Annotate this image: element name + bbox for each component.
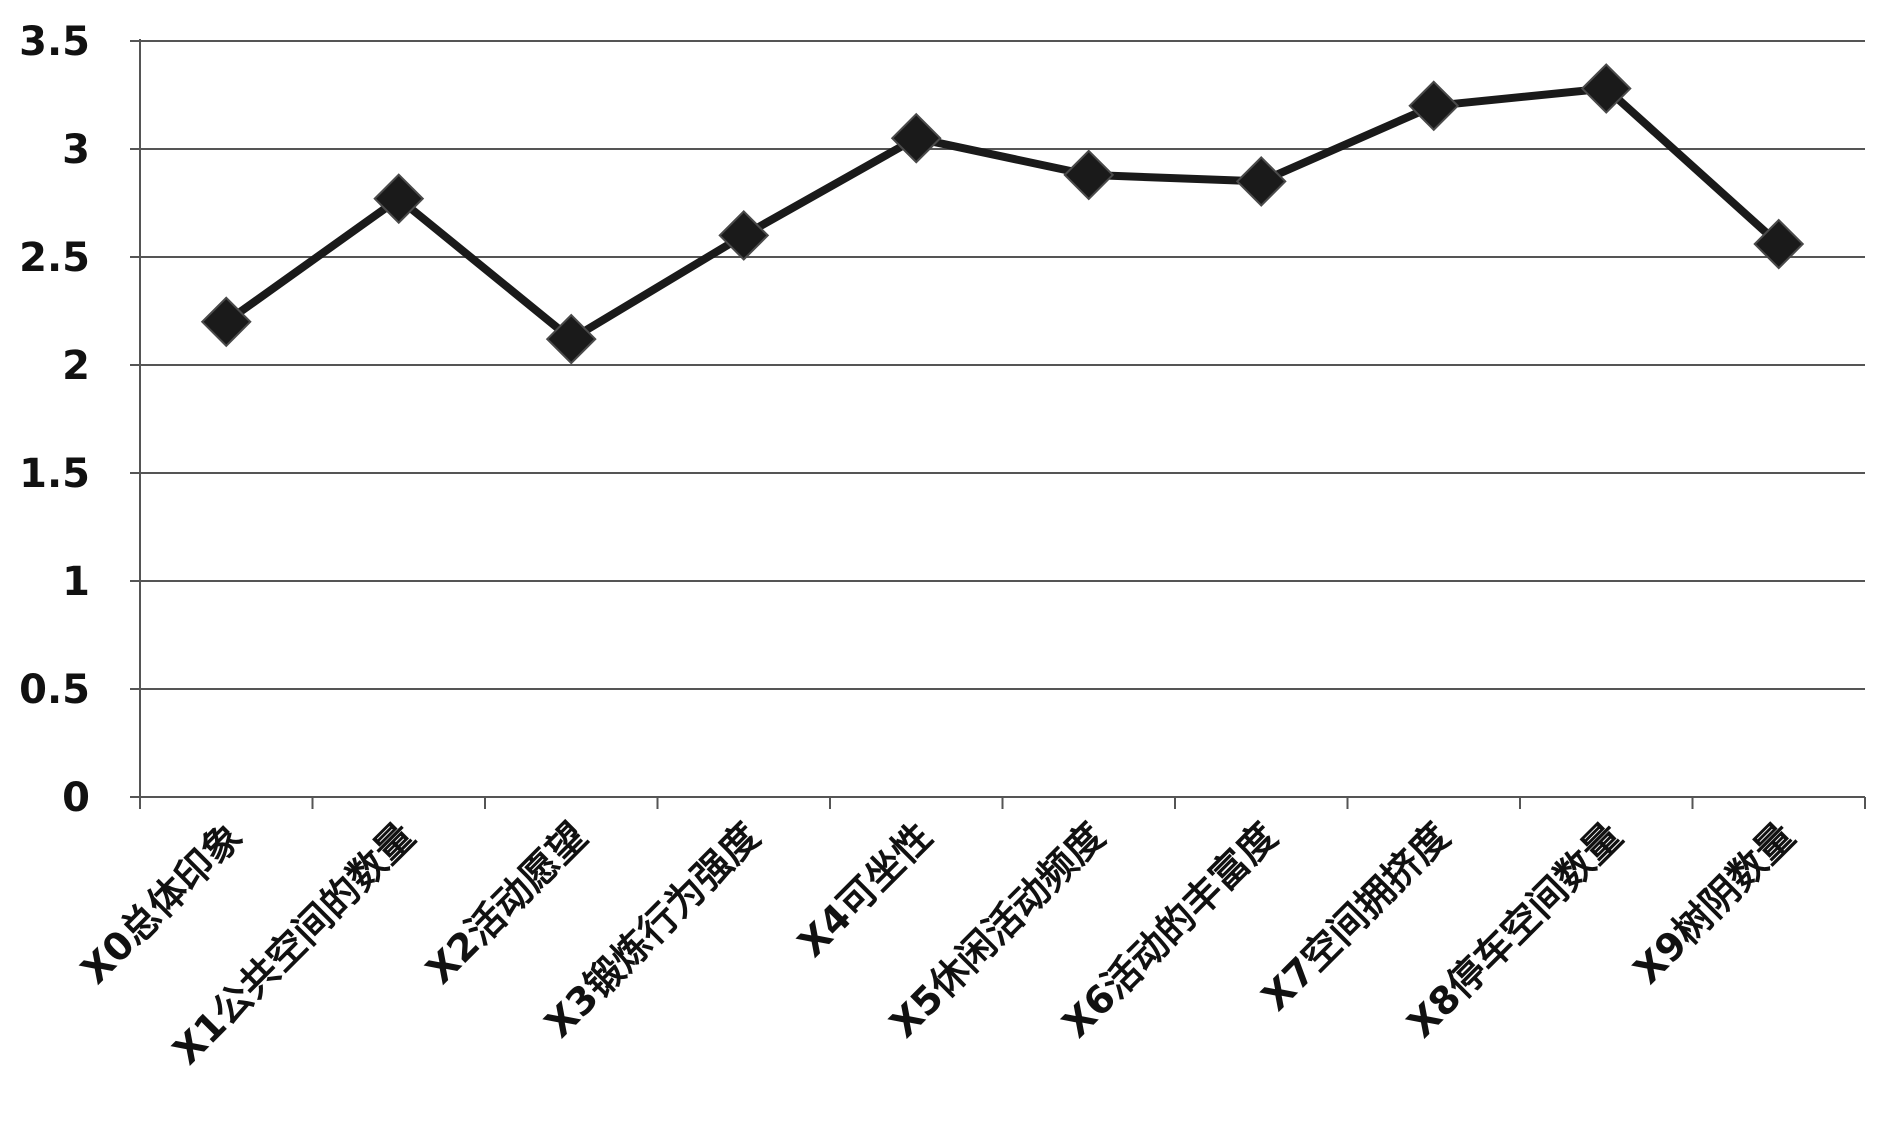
gridlines bbox=[140, 40, 1865, 690]
data-series bbox=[200, 63, 1805, 365]
data-point-marker bbox=[1753, 218, 1805, 270]
data-point-marker bbox=[718, 209, 770, 261]
y-tick-label: 1 bbox=[62, 559, 90, 605]
data-point-marker bbox=[1235, 155, 1287, 207]
x-tick-label: X0总体印象 bbox=[73, 814, 251, 992]
data-point-marker bbox=[200, 296, 252, 348]
series-line bbox=[222, 84, 1783, 344]
x-tick-label: X2活动愿望 bbox=[418, 814, 596, 992]
data-point-marker bbox=[545, 313, 597, 365]
x-tick-label: X4可坐性 bbox=[789, 814, 940, 965]
axes bbox=[130, 39, 1866, 809]
data-point-marker bbox=[373, 173, 425, 225]
data-point-marker bbox=[1408, 80, 1460, 132]
y-tick-label: 0.5 bbox=[19, 667, 90, 713]
y-tick-labels: 0 0.5 1 1.5 2 2.5 3 3.5 bbox=[19, 19, 90, 821]
data-point-marker bbox=[1063, 149, 1115, 201]
data-point-marker bbox=[890, 112, 942, 164]
y-tick-label: 3 bbox=[62, 127, 90, 173]
y-tick-label: 2 bbox=[62, 343, 90, 389]
y-tick-label: 1.5 bbox=[19, 451, 90, 497]
data-point-marker bbox=[1580, 63, 1632, 114]
x-tick-label: X9树阴数量 bbox=[1625, 814, 1803, 992]
y-tick-label: 2.5 bbox=[19, 235, 90, 281]
y-tick-label: 3.5 bbox=[19, 19, 90, 65]
y-tick-label: 0 bbox=[62, 775, 90, 821]
